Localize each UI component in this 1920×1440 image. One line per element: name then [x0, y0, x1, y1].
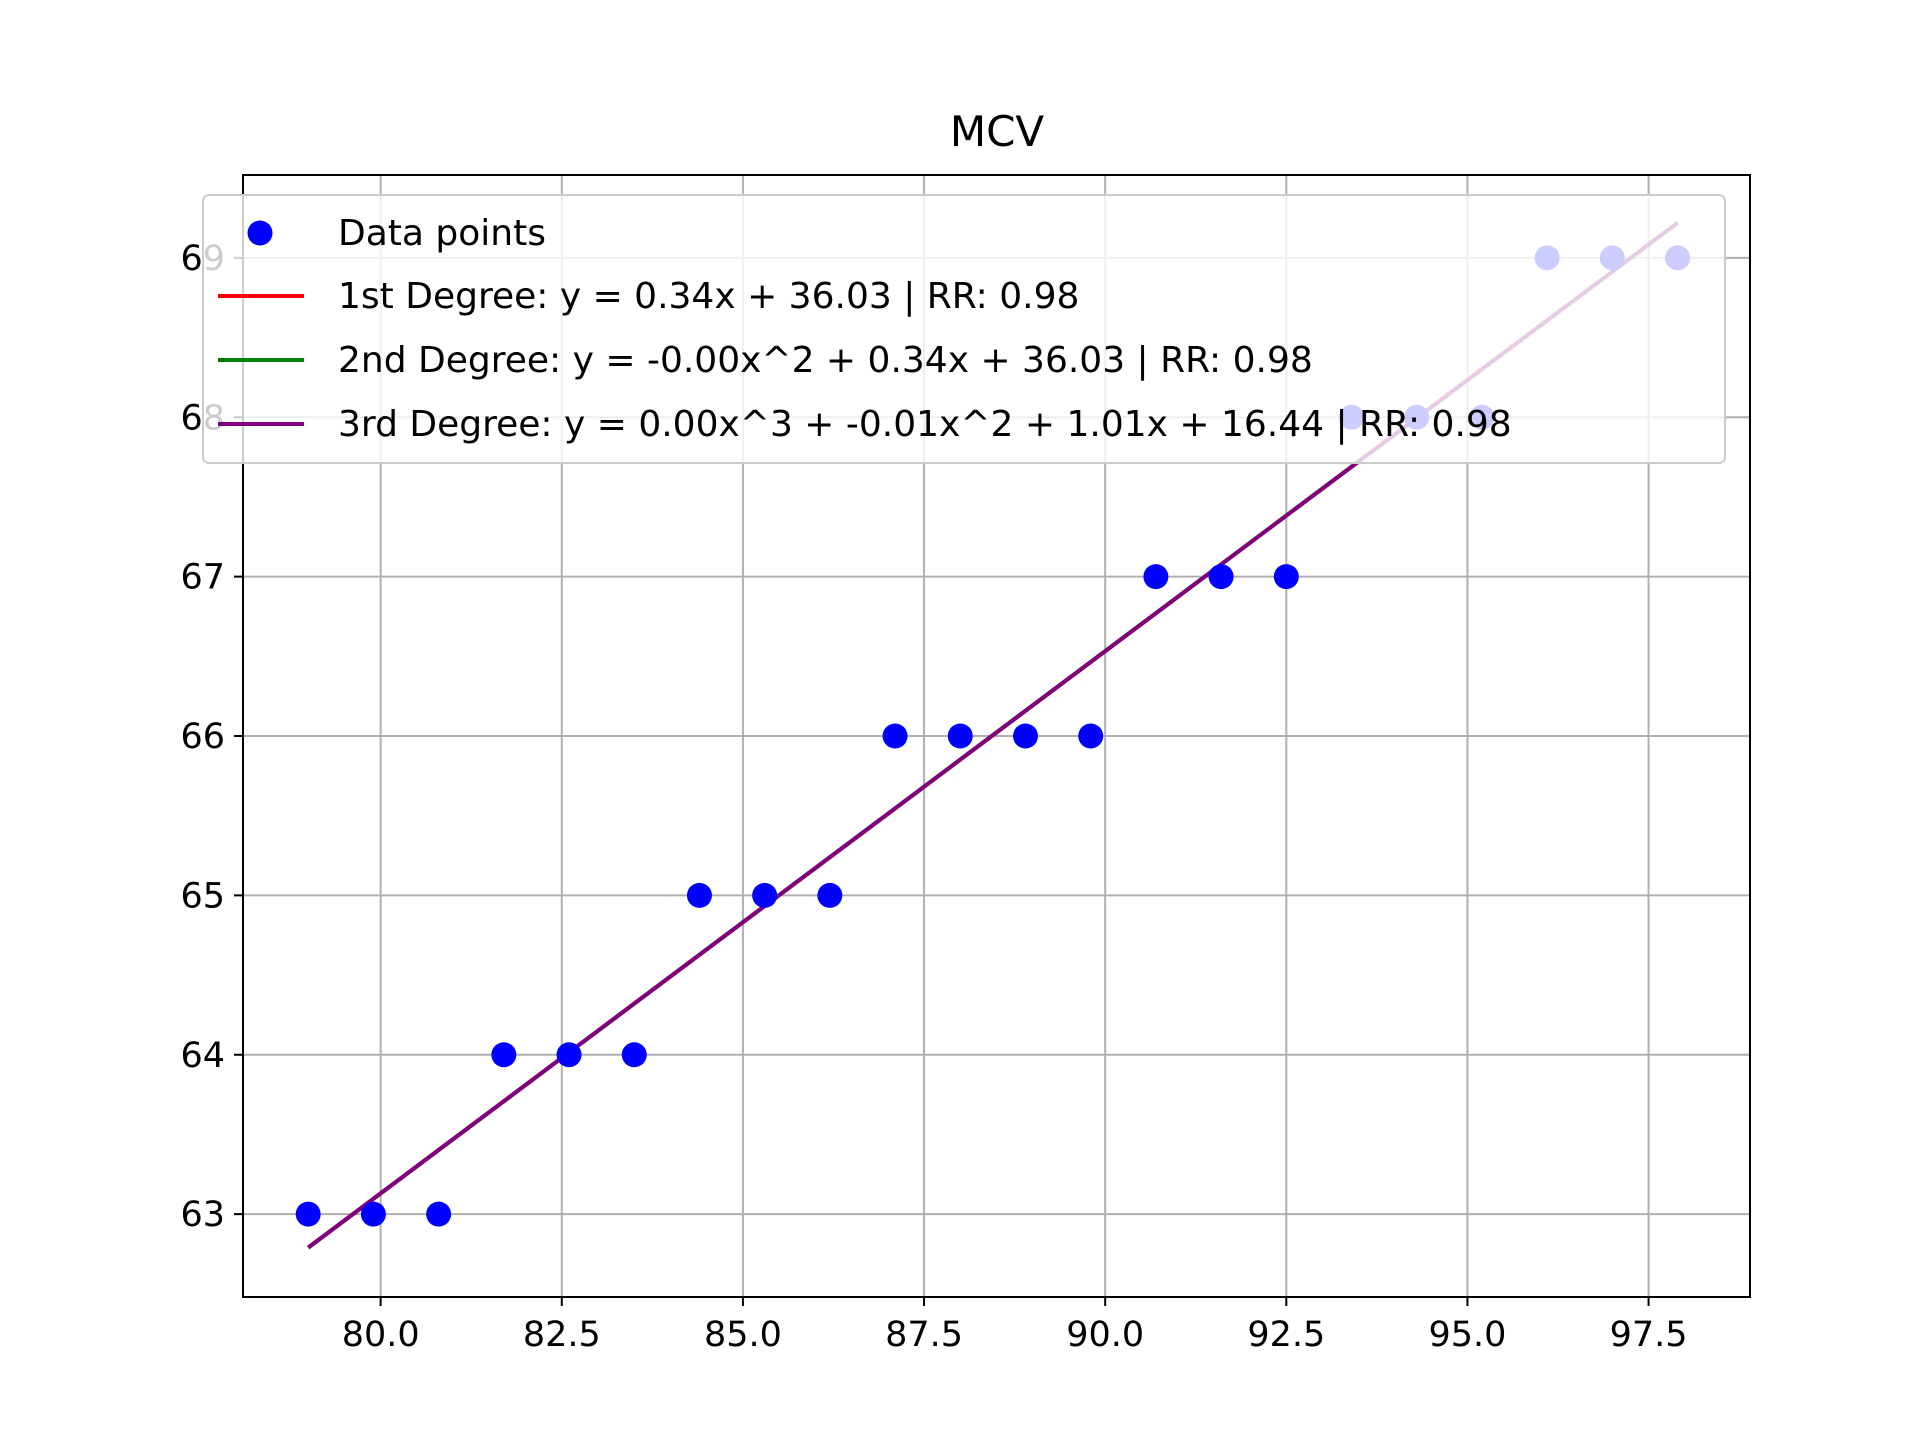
data-point	[1078, 723, 1104, 749]
x-tick-label: 85.0	[704, 1315, 782, 1355]
legend-label-2: 2nd Degree: y = -0.00x^2 + 0.34x + 36.03…	[338, 340, 1313, 381]
x-tick-label: 97.5	[1610, 1315, 1688, 1355]
x-tick-label: 87.5	[885, 1315, 963, 1355]
x-tick-label: 80.0	[342, 1315, 420, 1355]
y-tick-label: 66	[180, 717, 225, 757]
legend-label-1: 1st Degree: y = 0.34x + 36.03 | RR: 0.98	[338, 276, 1079, 317]
data-point	[621, 1042, 647, 1068]
data-point	[1143, 564, 1169, 590]
data-point	[882, 723, 908, 749]
legend-label-3: 3rd Degree: y = 0.00x^3 + -0.01x^2 + 1.0…	[338, 404, 1512, 445]
data-point	[817, 882, 843, 908]
x-tick-label: 90.0	[1066, 1315, 1144, 1355]
data-point	[1273, 564, 1299, 590]
y-tick-label: 63	[180, 1195, 225, 1235]
y-tick-label: 65	[180, 876, 225, 916]
x-tick-label: 82.5	[523, 1315, 601, 1355]
data-point	[752, 882, 778, 908]
data-point	[491, 1042, 517, 1068]
legend: Data points 1st Degree: y = 0.34x + 36.03…	[202, 194, 1726, 464]
x-tick-label: 95.0	[1428, 1315, 1506, 1355]
data-point	[295, 1201, 321, 1227]
y-tick-label: 64	[180, 1036, 225, 1076]
data-point	[426, 1201, 452, 1227]
data-point	[947, 723, 973, 749]
y-axis: 63646566676869	[180, 239, 243, 1235]
legend-label-points: Data points	[338, 213, 546, 254]
legend-box	[202, 194, 1726, 464]
data-point	[360, 1201, 386, 1227]
chart-title: MCV	[950, 107, 1045, 156]
y-tick-label: 67	[180, 558, 225, 598]
data-point	[1208, 564, 1234, 590]
legend-marker-points	[247, 220, 273, 246]
x-axis: 80.0 82.5 85.0 87.5 90.0 92.5 95.0 97.5	[342, 1297, 1688, 1355]
data-point	[686, 882, 712, 908]
data-point	[556, 1042, 582, 1068]
x-tick-label: 92.5	[1247, 1315, 1325, 1355]
data-point	[1012, 723, 1038, 749]
